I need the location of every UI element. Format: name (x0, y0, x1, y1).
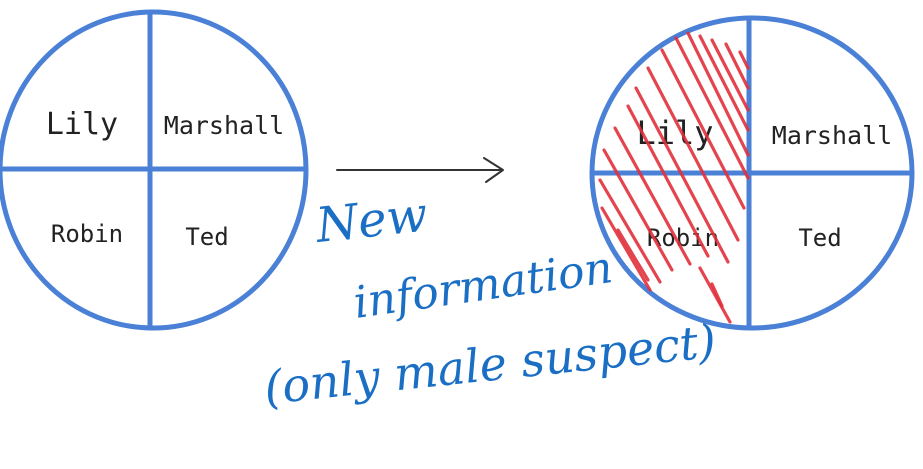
before-quadrant-robin: Robin (51, 220, 123, 248)
hatch-stroke (674, 36, 750, 180)
before-quadrant-marshall: Marshall (164, 111, 284, 140)
before-quadrant-lily: Lily (46, 107, 118, 142)
hatch-stroke (598, 178, 662, 284)
arrow-head (483, 157, 504, 183)
hatch-stroke (626, 104, 710, 258)
hatch-stroke (616, 228, 650, 282)
annotation-line-only-male-suspect: (only male suspect) (262, 314, 719, 415)
hatch-stroke (634, 86, 730, 264)
hatch-stroke (738, 50, 750, 70)
hatch-stroke (686, 31, 750, 157)
hatch-stroke (613, 126, 692, 266)
hatch-stroke (710, 38, 750, 112)
annotation-line-information: information (350, 242, 615, 329)
hatch-stroke (710, 282, 724, 308)
hatch-stroke (646, 66, 740, 242)
new-information-annotation: New information (only male suspect) (262, 187, 719, 415)
hatch-stroke (698, 34, 750, 132)
annotation-line-new: New (312, 187, 430, 254)
after-diagram: Lily Marshall Robin Ted (589, 15, 915, 331)
hatch-stroke (602, 148, 674, 272)
after-quadrant-marshall: Marshall (772, 121, 892, 150)
hatch-stroke (660, 48, 746, 210)
after-quadrant-ted: Ted (798, 224, 841, 252)
before-quadrant-ted: Ted (185, 223, 228, 251)
transition-arrow (336, 157, 504, 183)
hatch-stroke (724, 42, 750, 90)
elimination-hatching (598, 31, 750, 324)
before-diagram: Lily Marshall Robin Ted (0, 9, 309, 331)
hatch-stroke (600, 206, 652, 292)
hatch-stroke (698, 266, 732, 324)
